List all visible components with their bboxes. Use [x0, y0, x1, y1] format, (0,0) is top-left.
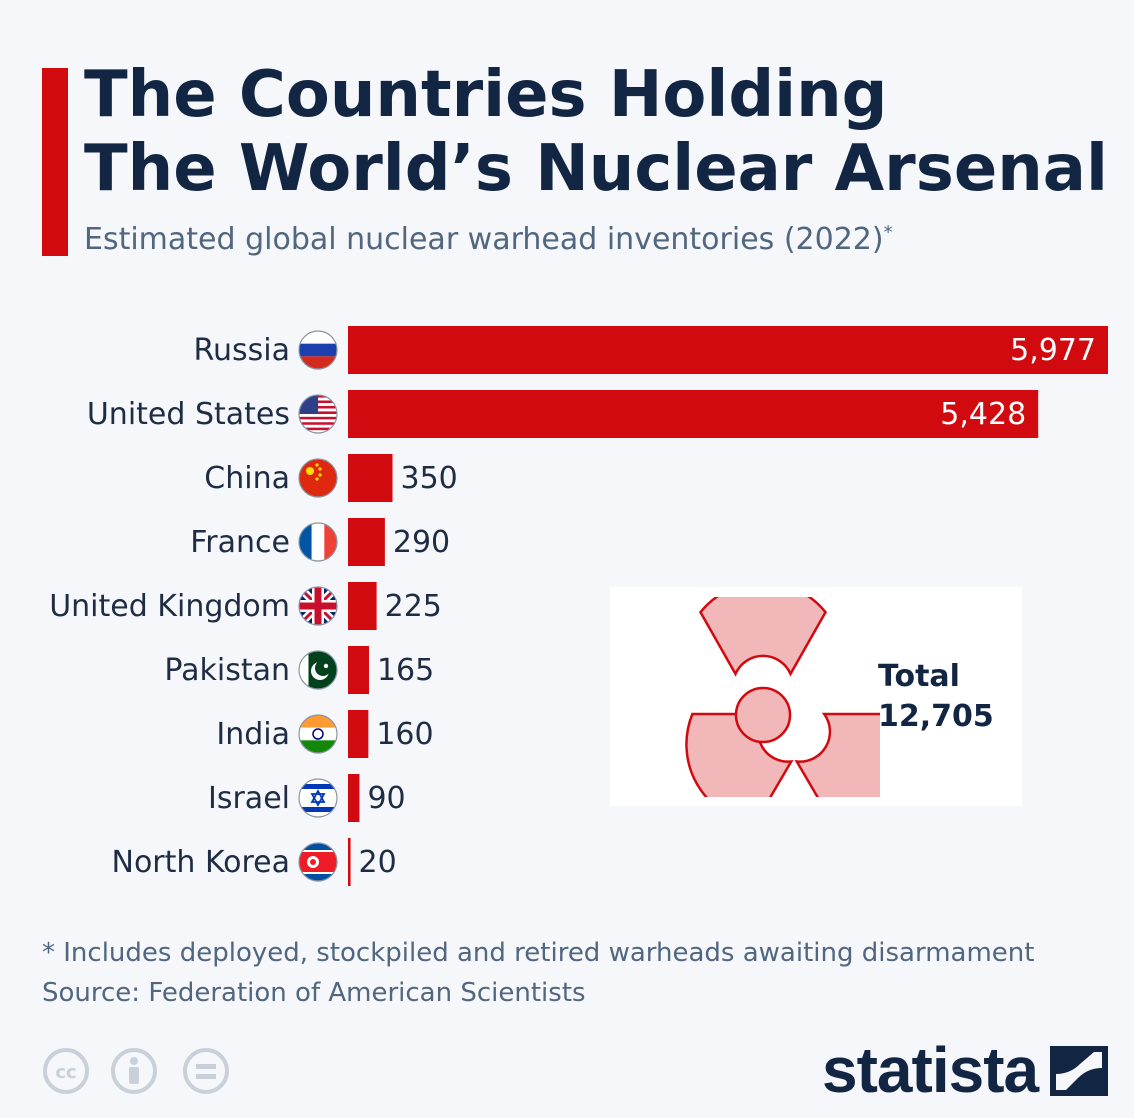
value-label-russia: 5,977 [1010, 333, 1096, 368]
statista-logo-icon [1050, 1046, 1108, 1096]
attribution-icon[interactable] [110, 1047, 158, 1095]
title-line-2: The World’s Nuclear Arsenal [84, 132, 1108, 206]
flag-france-icon [298, 522, 338, 562]
category-label-russia: Russia [194, 333, 291, 368]
radiation-icon [685, 597, 880, 797]
category-label-united-kingdom: United Kingdom [49, 589, 290, 624]
value-label-united-states: 5,428 [940, 397, 1026, 432]
value-label-china: 350 [401, 461, 458, 496]
category-label-united-states: United States [87, 397, 290, 432]
bar-russia [348, 326, 1108, 374]
category-label-france: France [190, 525, 290, 560]
total-label: Total [878, 659, 960, 694]
total-value: 12,705 [878, 699, 994, 734]
bar-chart: Russia 5,977 United States 5,428 China 350 Fra… [0, 300, 1134, 900]
value-label-france: 290 [393, 525, 450, 560]
source-note: Source: Federation of American Scientist… [42, 978, 586, 1008]
flag-india-icon [298, 714, 338, 754]
flag-united-kingdom-icon [298, 586, 338, 626]
bar-north-korea [348, 838, 351, 886]
no-derivatives-icon[interactable] [182, 1047, 230, 1095]
subtitle-text: Estimated global nuclear warhead invento… [84, 222, 884, 257]
category-label-china: China [204, 461, 290, 496]
svg-text:cc: cc [55, 1062, 76, 1083]
value-label-israel: 90 [367, 781, 405, 816]
category-label-israel: Israel [208, 781, 290, 816]
total-box: Total 12,705 [610, 587, 1022, 806]
value-label-north-korea: 20 [359, 845, 397, 880]
value-label-united-kingdom: 225 [385, 589, 442, 624]
title-line-1: The Countries Holding [84, 58, 888, 132]
category-label-pakistan: Pakistan [164, 653, 290, 688]
cc-icon[interactable]: cc [42, 1047, 90, 1095]
flag-israel-icon [298, 778, 338, 818]
value-label-pakistan: 165 [377, 653, 434, 688]
bar-china [348, 454, 393, 502]
bar-united-kingdom [348, 582, 377, 630]
flag-pakistan-icon [298, 650, 338, 690]
flag-united-states-icon [298, 394, 338, 434]
bar-united-states [348, 390, 1039, 438]
bar-chart-svg: Russia 5,977 United States 5,428 China 350 Fra… [49, 326, 1108, 886]
flag-north-korea-icon [298, 842, 338, 882]
bar-india [348, 710, 369, 758]
category-label-north-korea: North Korea [112, 845, 291, 880]
value-label-india: 160 [376, 717, 433, 752]
statista-logo-text: statista [822, 1034, 1039, 1106]
category-label-india: India [216, 717, 290, 752]
bar-france [348, 518, 385, 566]
footnote: * Includes deployed, stockpiled and reti… [42, 938, 1035, 968]
bar-pakistan [348, 646, 369, 694]
subtitle-footnote-mark: * [883, 222, 893, 243]
subtitle: Estimated global nuclear warhead invento… [84, 222, 1124, 257]
accent-bar [42, 68, 68, 256]
page-title: The Countries Holding The World’s Nuclea… [84, 58, 1124, 206]
flag-china-icon [298, 458, 338, 498]
flag-russia-icon [298, 330, 338, 370]
bar-israel [348, 774, 360, 822]
